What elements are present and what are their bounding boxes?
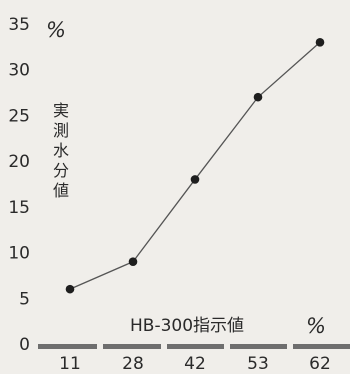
x-tick-labels: 11 28 42 53 62 (59, 354, 331, 374)
x-tick-label: 28 (122, 354, 144, 374)
x-axis-segment (230, 344, 287, 349)
x-tick-label: 62 (309, 354, 331, 374)
y-tick-label: 35 (8, 15, 30, 35)
y-axis-label-char: 値 (53, 181, 69, 200)
y-tick-label: 25 (8, 106, 30, 126)
y-axis-label-char: 分 (53, 161, 69, 180)
x-axis (38, 344, 350, 349)
y-tick-label: 20 (8, 152, 30, 172)
x-axis-segment (38, 344, 97, 349)
y-axis-label-char: 水 (53, 141, 69, 160)
x-unit-label: % (306, 314, 326, 338)
y-tick-label: 10 (8, 244, 30, 264)
y-axis-label-char: 実 (53, 101, 69, 120)
y-tick-label: 30 (8, 61, 30, 81)
data-point (315, 37, 325, 47)
y-axis-label: 実 測 水 分 値 (53, 101, 69, 200)
y-tick-labels: 0 5 10 15 20 25 30 35 (8, 15, 30, 355)
data-point (190, 175, 200, 184)
x-axis-segment (293, 344, 350, 349)
y-tick-label: 15 (8, 198, 30, 218)
x-tick-label: 53 (247, 354, 269, 374)
x-axis-segment (103, 344, 161, 349)
x-tick-label: 11 (59, 354, 81, 374)
data-point (253, 92, 263, 102)
y-tick-label: 0 (19, 335, 30, 355)
y-unit-label: % (46, 18, 66, 42)
x-axis-label: HB-300指示値 (130, 316, 244, 336)
y-tick-label: 5 (19, 289, 30, 309)
y-axis-label-char: 測 (53, 121, 69, 140)
series-line (69, 41, 321, 290)
data-point (65, 284, 75, 294)
x-axis-segment (167, 344, 224, 349)
series-line-group (65, 37, 325, 294)
data-point (128, 257, 138, 267)
x-tick-label: 42 (184, 354, 206, 374)
